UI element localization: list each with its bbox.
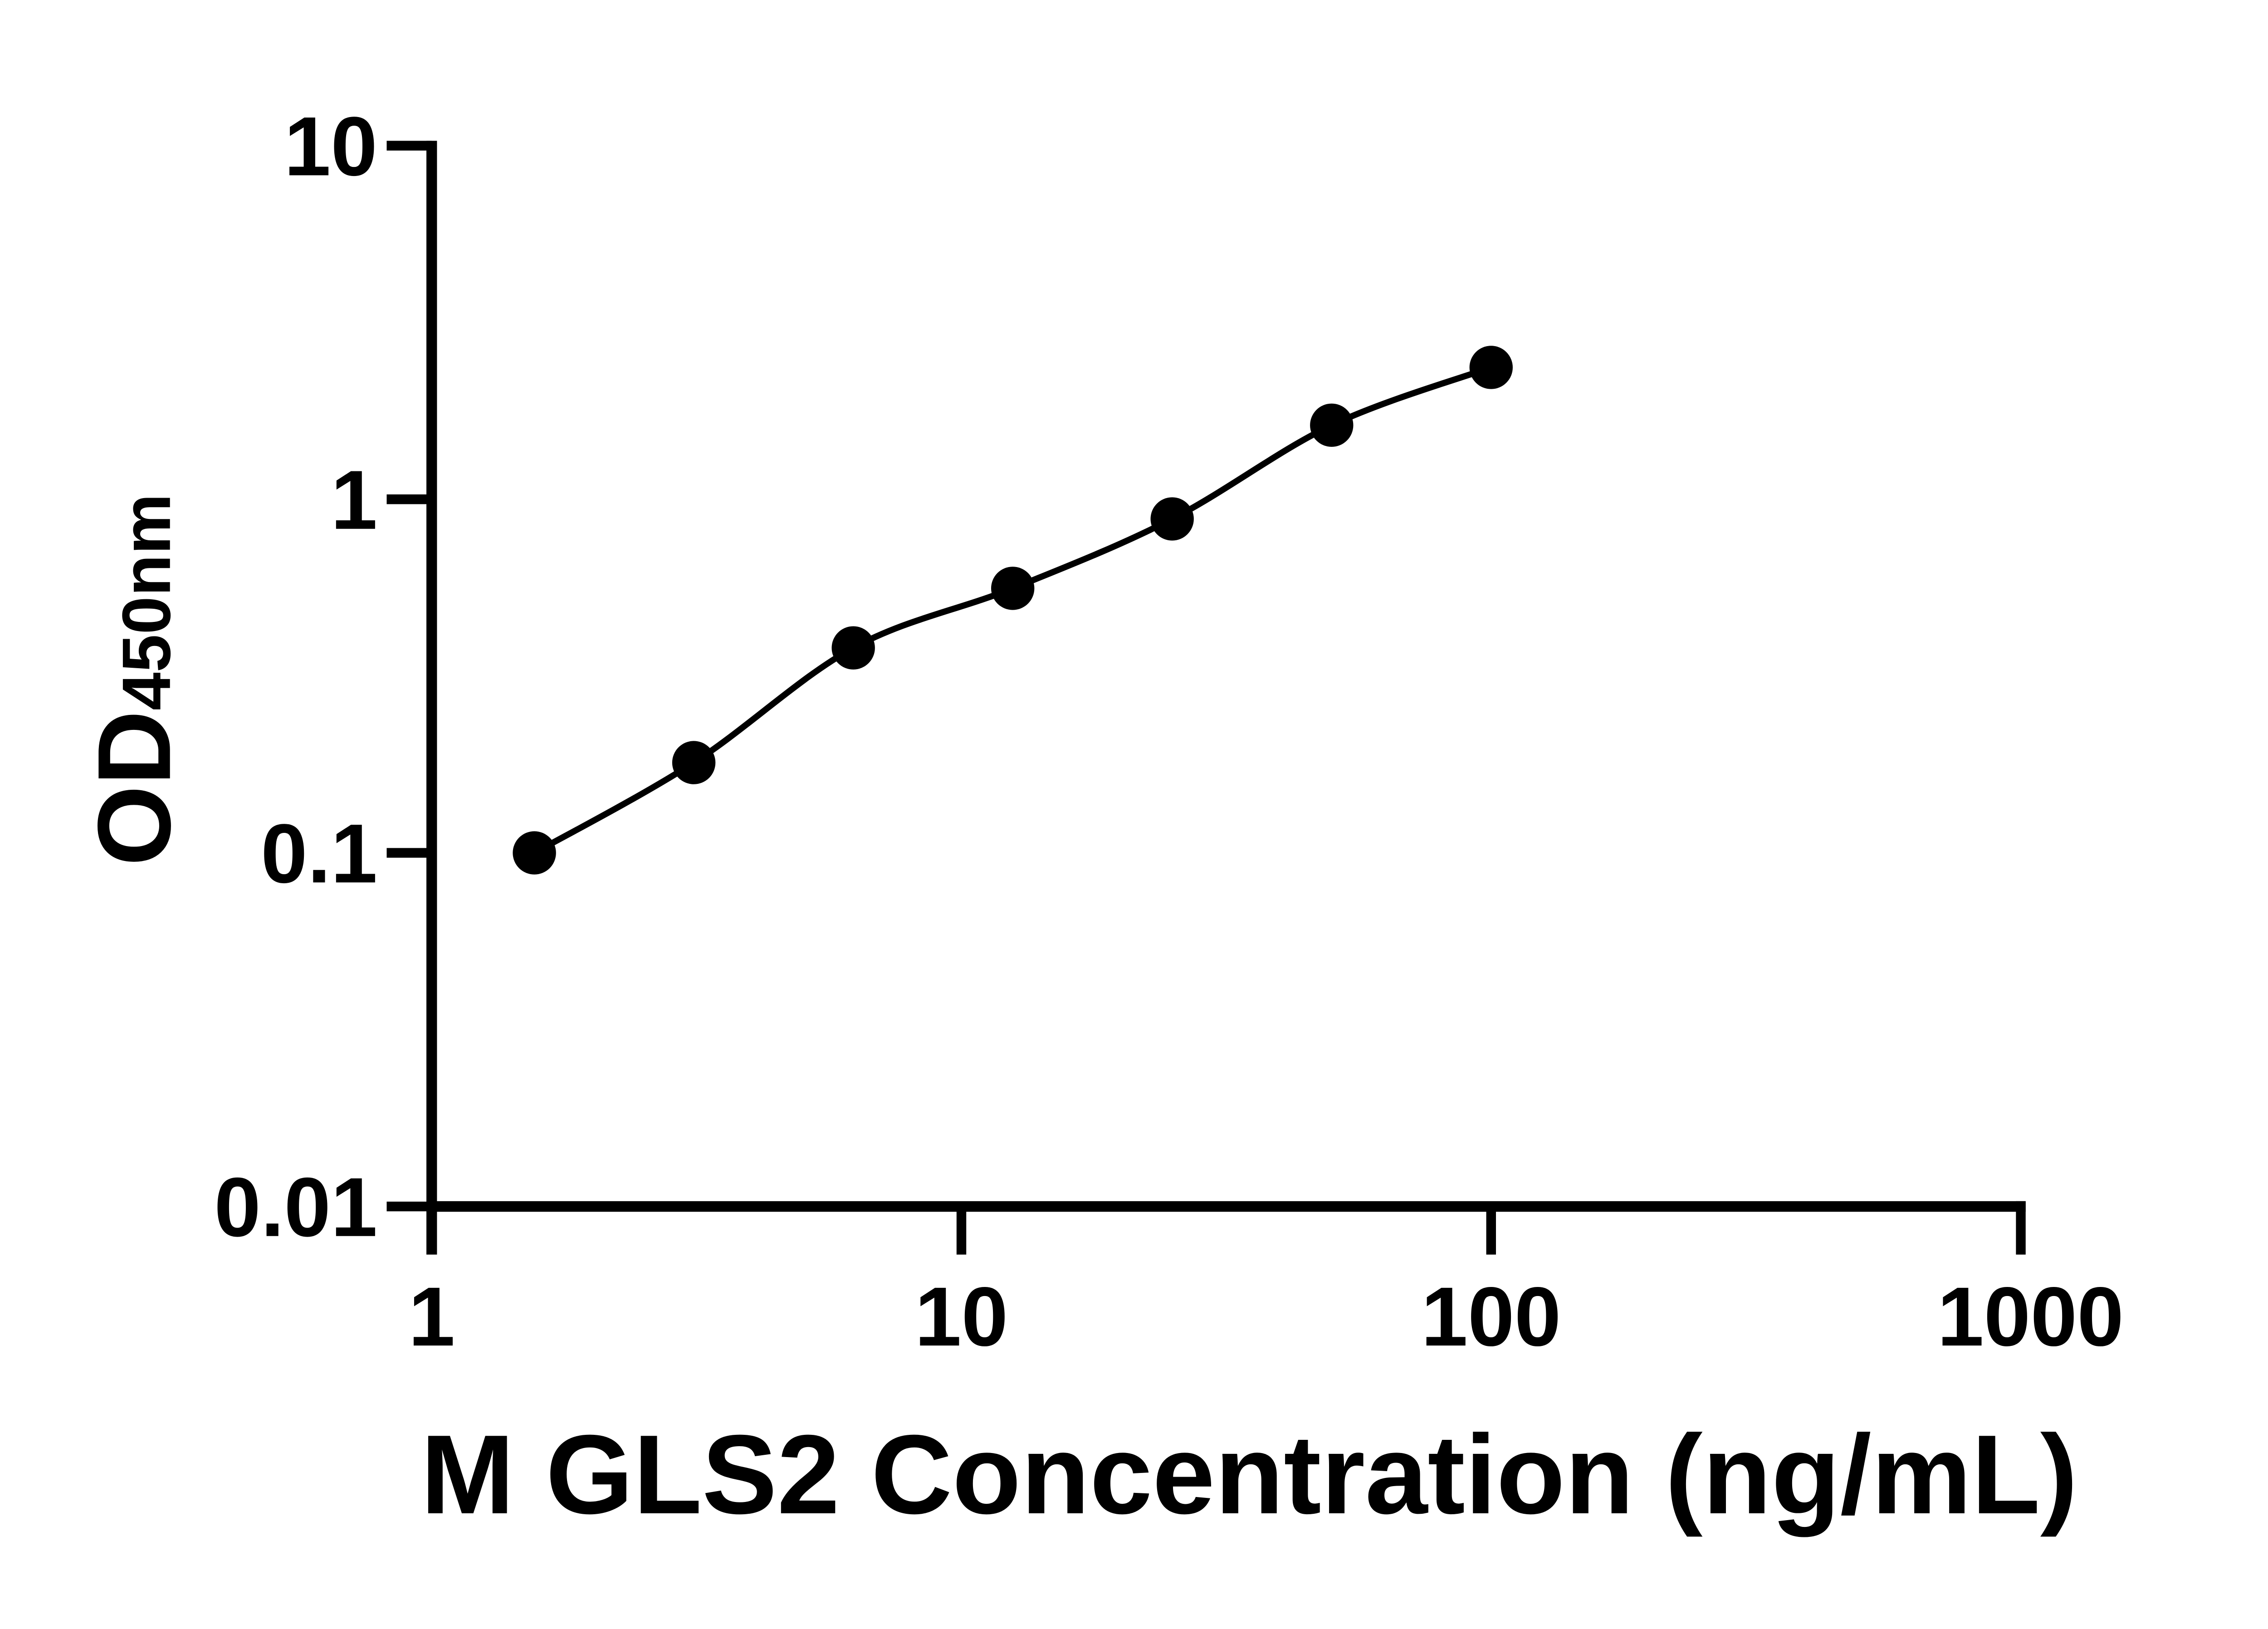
data-point [513, 831, 556, 875]
data-points [513, 346, 1513, 875]
y-tick-label-0.01: 0.01 [214, 1161, 377, 1254]
data-point [831, 626, 875, 670]
x-tick-label-1: 1 [408, 1270, 455, 1364]
data-layer [513, 346, 1513, 875]
x-axis-title: M GLS2 Concentration (ng/mL) [420, 1411, 2077, 1537]
x-tick-label-1000: 1000 [1937, 1270, 2124, 1364]
standard-curve-figure: 10 1 0.1 0.01 1 10 100 1000 M GLS2 Conce… [0, 0, 2268, 1585]
chart-canvas: 10 1 0.1 0.01 1 10 100 1000 M GLS2 Conce… [0, 0, 2268, 1585]
x-tick-label-100: 100 [1421, 1270, 1561, 1364]
y-axis-title-main: OD [77, 710, 192, 866]
y-axis-title: OD450nm [77, 494, 192, 866]
data-point [1310, 403, 1354, 447]
y-tick-label-10: 10 [284, 100, 377, 193]
data-point [672, 741, 716, 784]
y-ticks [386, 141, 432, 1212]
data-point [991, 567, 1035, 610]
x-tick-label-10: 10 [915, 1270, 1008, 1364]
data-point [1150, 497, 1194, 541]
y-tick-label-1: 1 [331, 454, 377, 547]
y-tick-labels: 10 1 0.1 0.01 [214, 100, 377, 1254]
axes [386, 141, 2026, 1255]
y-tick-label-0.1: 0.1 [261, 807, 377, 900]
x-ticks [956, 1201, 2026, 1255]
x-tick-labels: 1 10 100 1000 [408, 1270, 2124, 1364]
plot-background [0, 0, 2268, 1585]
y-axis-title-sub: 450nm [108, 494, 185, 710]
data-point [1469, 346, 1513, 389]
